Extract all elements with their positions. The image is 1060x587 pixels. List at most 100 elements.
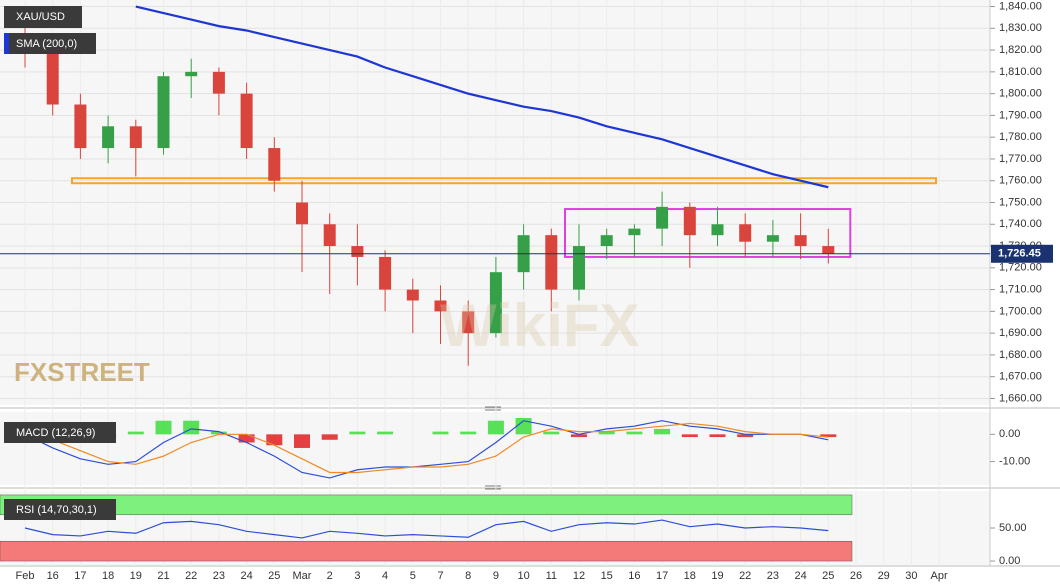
candle-body <box>212 71 225 94</box>
candle-body <box>739 224 752 242</box>
candle-body <box>434 300 447 312</box>
watermark: FXSTREET <box>14 357 150 387</box>
histogram-bar <box>487 420 504 435</box>
x-tick-label: 25 <box>822 570 834 582</box>
x-tick-label: 15 <box>601 570 613 582</box>
resize-handle[interactable] <box>485 485 501 490</box>
y-tick-label: 1,830.00 <box>999 22 1042 34</box>
candle-body <box>766 235 779 242</box>
candle-body <box>351 246 364 257</box>
histogram-bar <box>321 434 338 440</box>
x-tick-label: 18 <box>684 570 696 582</box>
series-line <box>24 420 829 479</box>
legend-label: SMA (200,0) <box>16 38 77 50</box>
candle-body <box>46 50 59 105</box>
x-tick-label: 24 <box>794 570 806 582</box>
y-tick-label: 1,710.00 <box>999 284 1042 296</box>
histogram-bar <box>432 431 449 435</box>
x-tick-label: 10 <box>517 570 529 582</box>
histogram-bar <box>266 434 283 446</box>
candle-body <box>157 76 170 149</box>
x-tick-label: 22 <box>739 570 751 582</box>
candle-body <box>185 71 198 77</box>
candle-body <box>268 148 281 181</box>
resize-handle[interactable] <box>485 406 501 411</box>
x-tick-label: 8 <box>465 570 471 582</box>
x-tick-label: 17 <box>656 570 668 582</box>
y-tick-label: 1,660.00 <box>999 392 1042 404</box>
histogram-bar <box>155 420 172 435</box>
x-tick-label: 11 <box>546 570 557 582</box>
histogram-bar <box>543 431 560 435</box>
x-tick-label: 23 <box>767 570 779 582</box>
y-tick-label: 1,770.00 <box>999 153 1042 165</box>
y-tick-label: 50.00 <box>999 522 1027 534</box>
y-tick-label: 1,690.00 <box>999 327 1042 339</box>
histogram-bar <box>737 434 754 438</box>
candle-body <box>628 228 641 236</box>
candle-body <box>683 206 696 236</box>
candle-body <box>323 224 336 247</box>
candle-body <box>462 311 475 334</box>
x-tick-label: Mar <box>293 570 312 582</box>
y-tick-label: 1,810.00 <box>999 66 1042 78</box>
y-tick-label: -10.00 <box>999 455 1030 467</box>
histogram-bar <box>654 428 671 435</box>
candle-body <box>102 126 115 149</box>
histogram-bar <box>294 434 310 448</box>
legend-box <box>4 33 96 54</box>
histogram-bar <box>598 431 615 435</box>
x-tick-label: 12 <box>573 570 585 582</box>
y-tick-label: 1,750.00 <box>999 196 1042 208</box>
y-tick-label: 1,840.00 <box>999 0 1042 12</box>
candle-body <box>656 206 669 229</box>
histogram-bar <box>681 434 698 438</box>
y-tick-label: 0.00 <box>999 555 1020 567</box>
y-tick-label: 1,790.00 <box>999 109 1042 121</box>
x-tick-label: 19 <box>711 570 723 582</box>
y-tick-label: 1,820.00 <box>999 44 1042 56</box>
y-tick-label: 1,780.00 <box>999 131 1042 143</box>
series-line <box>135 5 829 189</box>
x-tick-label: 17 <box>74 570 86 582</box>
y-tick-label: 1,680.00 <box>999 349 1042 361</box>
y-tick-label: 1,720.00 <box>999 262 1042 274</box>
x-tick-label: 3 <box>354 570 360 582</box>
last-price-label: 1,726.45 <box>998 248 1041 260</box>
x-tick-label: 21 <box>157 570 169 582</box>
y-tick-label: 1,670.00 <box>999 371 1042 383</box>
y-tick-label: 0.00 <box>999 428 1020 440</box>
title-box <box>4 422 116 443</box>
candle-body <box>296 202 308 225</box>
candle-body <box>822 246 835 254</box>
chart-title: XAU/USD <box>16 11 65 23</box>
candle-body <box>379 256 392 290</box>
candle-body <box>129 126 142 149</box>
candle-body <box>573 246 585 290</box>
x-tick-label: 7 <box>437 570 443 582</box>
candle-body <box>600 235 613 247</box>
last-price-box <box>991 244 1053 263</box>
histogram-bar <box>127 431 144 435</box>
candle-body <box>240 93 253 149</box>
series-line <box>24 422 829 474</box>
series-line <box>24 519 829 539</box>
x-tick-label: 25 <box>268 570 280 582</box>
panel-title: MACD (12,26,9) <box>16 427 95 439</box>
x-tick-label: 9 <box>493 570 499 582</box>
histogram-bar <box>210 431 227 435</box>
x-tick-label: 26 <box>850 570 862 582</box>
y-tick-label: 1,700.00 <box>999 305 1042 317</box>
x-tick-label: 19 <box>130 570 142 582</box>
x-tick-label: 18 <box>102 570 114 582</box>
range-box <box>564 208 852 258</box>
candle-body <box>794 235 807 247</box>
watermark: WikiFX <box>440 292 639 359</box>
x-tick-label: 30 <box>905 570 917 582</box>
candle-body <box>74 104 87 149</box>
x-tick-label: 22 <box>185 570 197 582</box>
candle-body <box>711 224 724 236</box>
histogram-bar <box>571 434 587 438</box>
